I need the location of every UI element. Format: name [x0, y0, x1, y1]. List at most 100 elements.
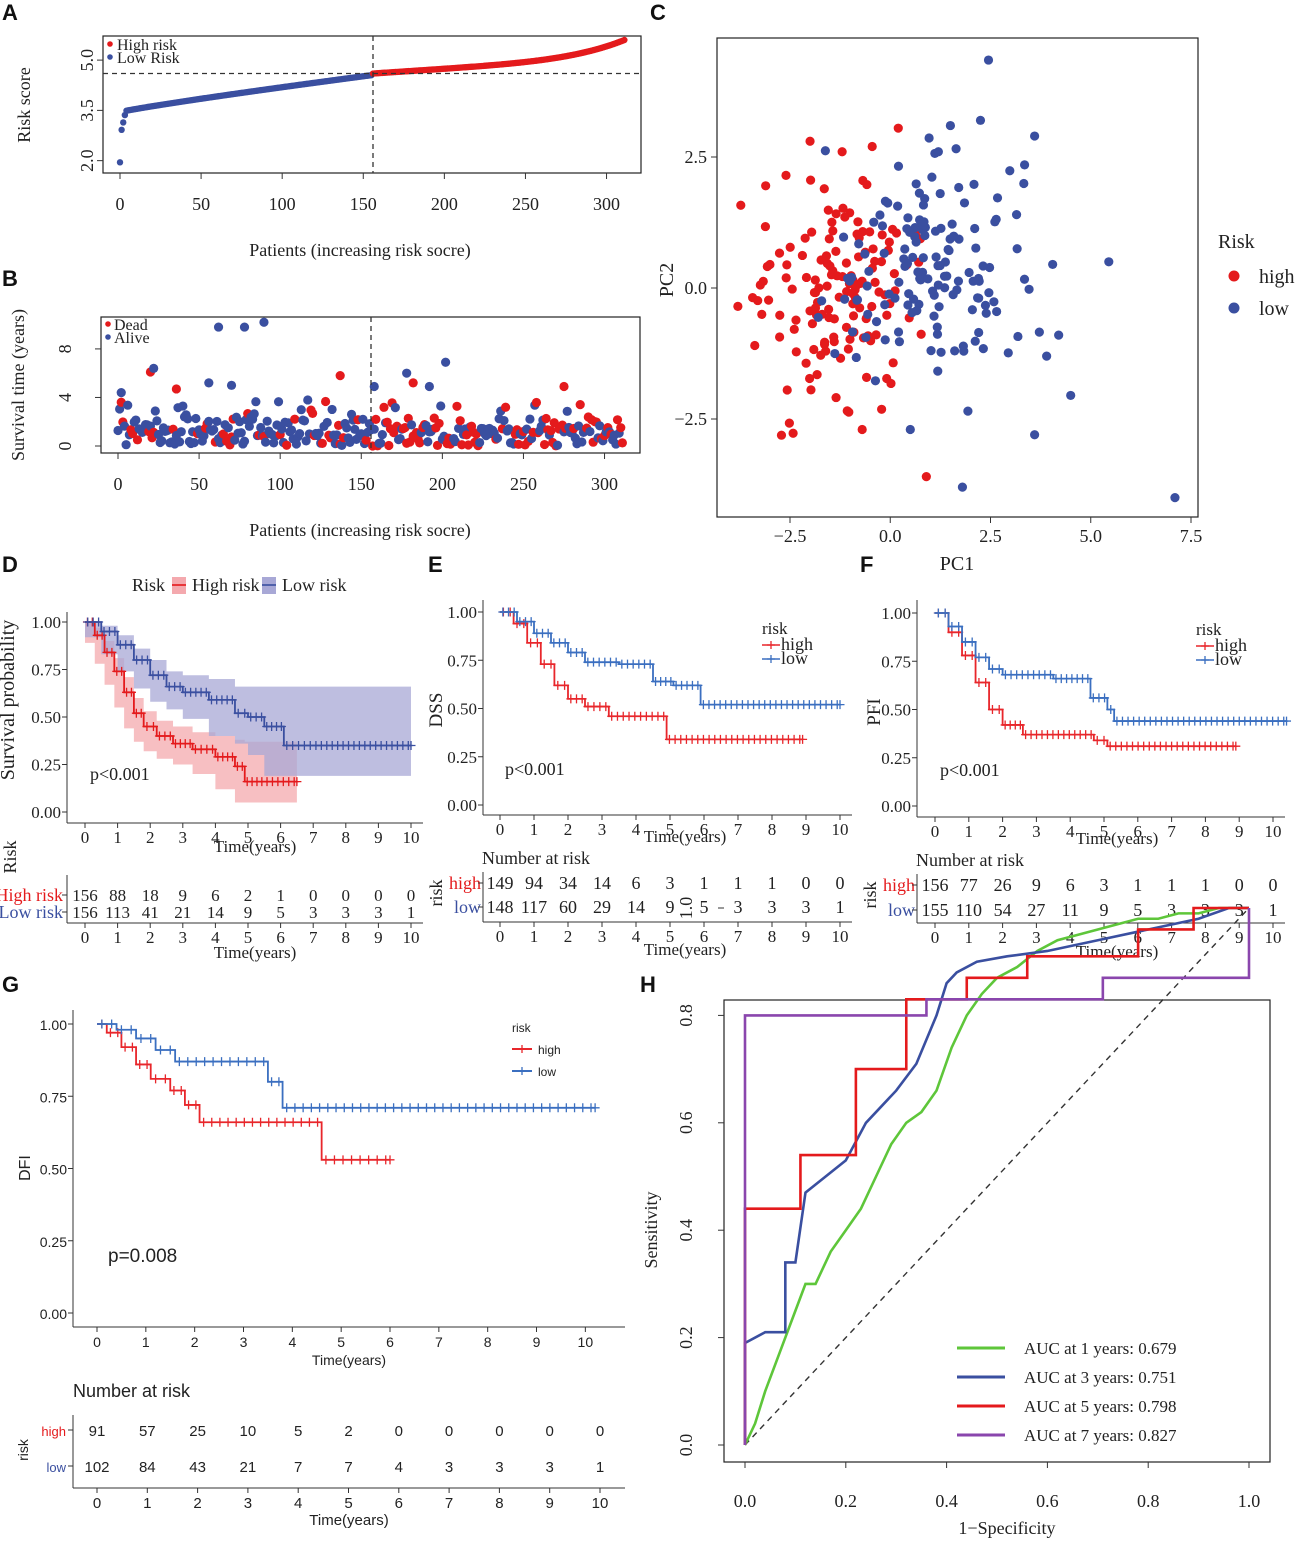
- h-y-tick-label: 1.0: [676, 897, 696, 920]
- g-censor-mark-low: [438, 1103, 448, 1113]
- c-point-high: [821, 346, 831, 356]
- f-risk-row-label-high: high: [883, 875, 915, 895]
- c-point-low: [951, 144, 961, 154]
- b-point-alive: [504, 424, 514, 434]
- e-risk-count: 3: [734, 897, 743, 917]
- b-point-alive: [121, 440, 131, 450]
- b-point-alive: [178, 401, 188, 411]
- c-point-low: [893, 161, 904, 171]
- b-point-alive: [176, 427, 186, 437]
- c-point-outlier: [1170, 493, 1180, 503]
- f-risk-row-label-low: low: [888, 900, 915, 920]
- c-point-high: [824, 304, 834, 314]
- c-point-low: [877, 221, 888, 231]
- f-risk-count: 3: [1100, 875, 1109, 895]
- g-censor-mark-high: [329, 1155, 339, 1165]
- g-x-tick-label: 3: [240, 1334, 248, 1350]
- h-y-tick-label: 0.8: [676, 1004, 696, 1027]
- b-point-alive: [327, 404, 337, 415]
- g-censor-mark-low: [298, 1103, 308, 1113]
- b-point-dead: [384, 440, 394, 451]
- c-point-high: [867, 301, 877, 312]
- f-censor-mark-low: [940, 608, 950, 618]
- f-x-tick-label: 6: [1134, 822, 1143, 841]
- b-point-dead: [434, 418, 444, 429]
- g-censor-mark-low: [323, 1103, 333, 1113]
- c-point-low: [916, 275, 926, 285]
- g-censor-mark-high: [280, 1117, 290, 1127]
- g-censor-mark-high: [151, 1074, 161, 1084]
- c-legend-low: low: [1259, 298, 1290, 320]
- g-legend-high: high: [538, 1043, 561, 1057]
- c-y-tick-label: 2.5: [685, 147, 708, 167]
- e-censor-mark-high: [546, 659, 556, 669]
- g-censor-mark-low: [528, 1103, 538, 1113]
- a-point-low: [118, 126, 125, 134]
- panel-label-b: B: [2, 266, 18, 291]
- c-point-low: [954, 182, 964, 193]
- g-censor-mark-low: [331, 1103, 341, 1113]
- e-risk-x-tick-label: 2: [564, 927, 573, 946]
- d-risk-count: 5: [276, 903, 285, 922]
- b-point-outlier: [226, 380, 237, 390]
- g-p-value: p=0.008: [108, 1246, 177, 1267]
- c-point-high: [801, 272, 812, 283]
- c-point-low: [844, 276, 855, 286]
- g-censor-mark-high: [231, 1117, 241, 1127]
- c-point-low: [974, 276, 984, 286]
- e-risk-x-tick-label: 10: [832, 927, 849, 946]
- g-risk-count: 2: [344, 1423, 352, 1440]
- c-point-high: [791, 347, 801, 357]
- g-risk-count: 57: [139, 1423, 156, 1440]
- c-point-outlier: [1030, 131, 1040, 141]
- g-risk-count: 0: [546, 1423, 554, 1440]
- f-risk-x-tick-label: 5: [1100, 928, 1109, 947]
- g-legend-mark-high: [518, 1045, 526, 1053]
- d-censor-mark-low: [94, 617, 104, 627]
- b-point-outlier: [559, 381, 569, 392]
- g-censor-mark-high: [223, 1117, 233, 1127]
- e-censor-mark-low: [577, 648, 587, 658]
- b-point-alive: [123, 400, 133, 410]
- d-risk-row-label-high: High risk: [0, 885, 63, 905]
- g-censor-mark-low: [233, 1057, 243, 1067]
- e-censor-mark-low: [509, 607, 519, 617]
- c-point-high: [782, 260, 792, 270]
- b-point-alive: [562, 406, 572, 416]
- d-risk-x-axis-title: Time(years): [214, 943, 296, 962]
- e-risk-count: 0: [836, 873, 845, 893]
- g-censor-mark-low: [570, 1103, 580, 1113]
- d-legend-title: Risk: [132, 575, 165, 595]
- g-risk-row-label-low: low: [46, 1460, 66, 1475]
- g-censor-mark-high: [304, 1117, 314, 1127]
- d-risk-x-tick-label: 9: [374, 928, 383, 947]
- g-censor-mark-low: [512, 1103, 522, 1113]
- d-x-tick-label: 1: [113, 828, 122, 847]
- c-point-low: [918, 253, 928, 263]
- c-point-high: [823, 205, 833, 215]
- b-point-alive: [204, 416, 214, 427]
- b-point-alive: [475, 437, 485, 448]
- d-legend-high: High risk: [192, 575, 260, 595]
- c-point-high: [758, 276, 768, 286]
- b-point-alive: [199, 431, 209, 441]
- c-point-low: [1024, 284, 1034, 294]
- b-point-dead: [546, 426, 556, 436]
- g-censor-mark-low: [446, 1103, 456, 1113]
- c-point-high: [891, 228, 902, 238]
- e-x-tick-label: 7: [734, 820, 743, 839]
- g-risk-count: 4: [395, 1459, 403, 1476]
- d-risk-x-tick-label: 2: [146, 928, 155, 947]
- g-risk-table-title: Number at risk: [73, 1381, 191, 1401]
- c-point-high: [853, 217, 863, 227]
- g-censor-mark-high: [372, 1155, 382, 1165]
- h-y-tick-label: 0.2: [676, 1326, 696, 1349]
- f-x-tick-label: 10: [1265, 822, 1282, 841]
- e-x-tick-label: 5: [666, 820, 675, 839]
- c-point-high: [805, 175, 816, 185]
- d-censor-mark-high: [292, 777, 302, 787]
- c-point-low: [908, 252, 918, 263]
- c-point-low: [970, 223, 980, 234]
- c-point-outlier: [1019, 160, 1030, 170]
- b-legend-dot-dead: [105, 321, 111, 327]
